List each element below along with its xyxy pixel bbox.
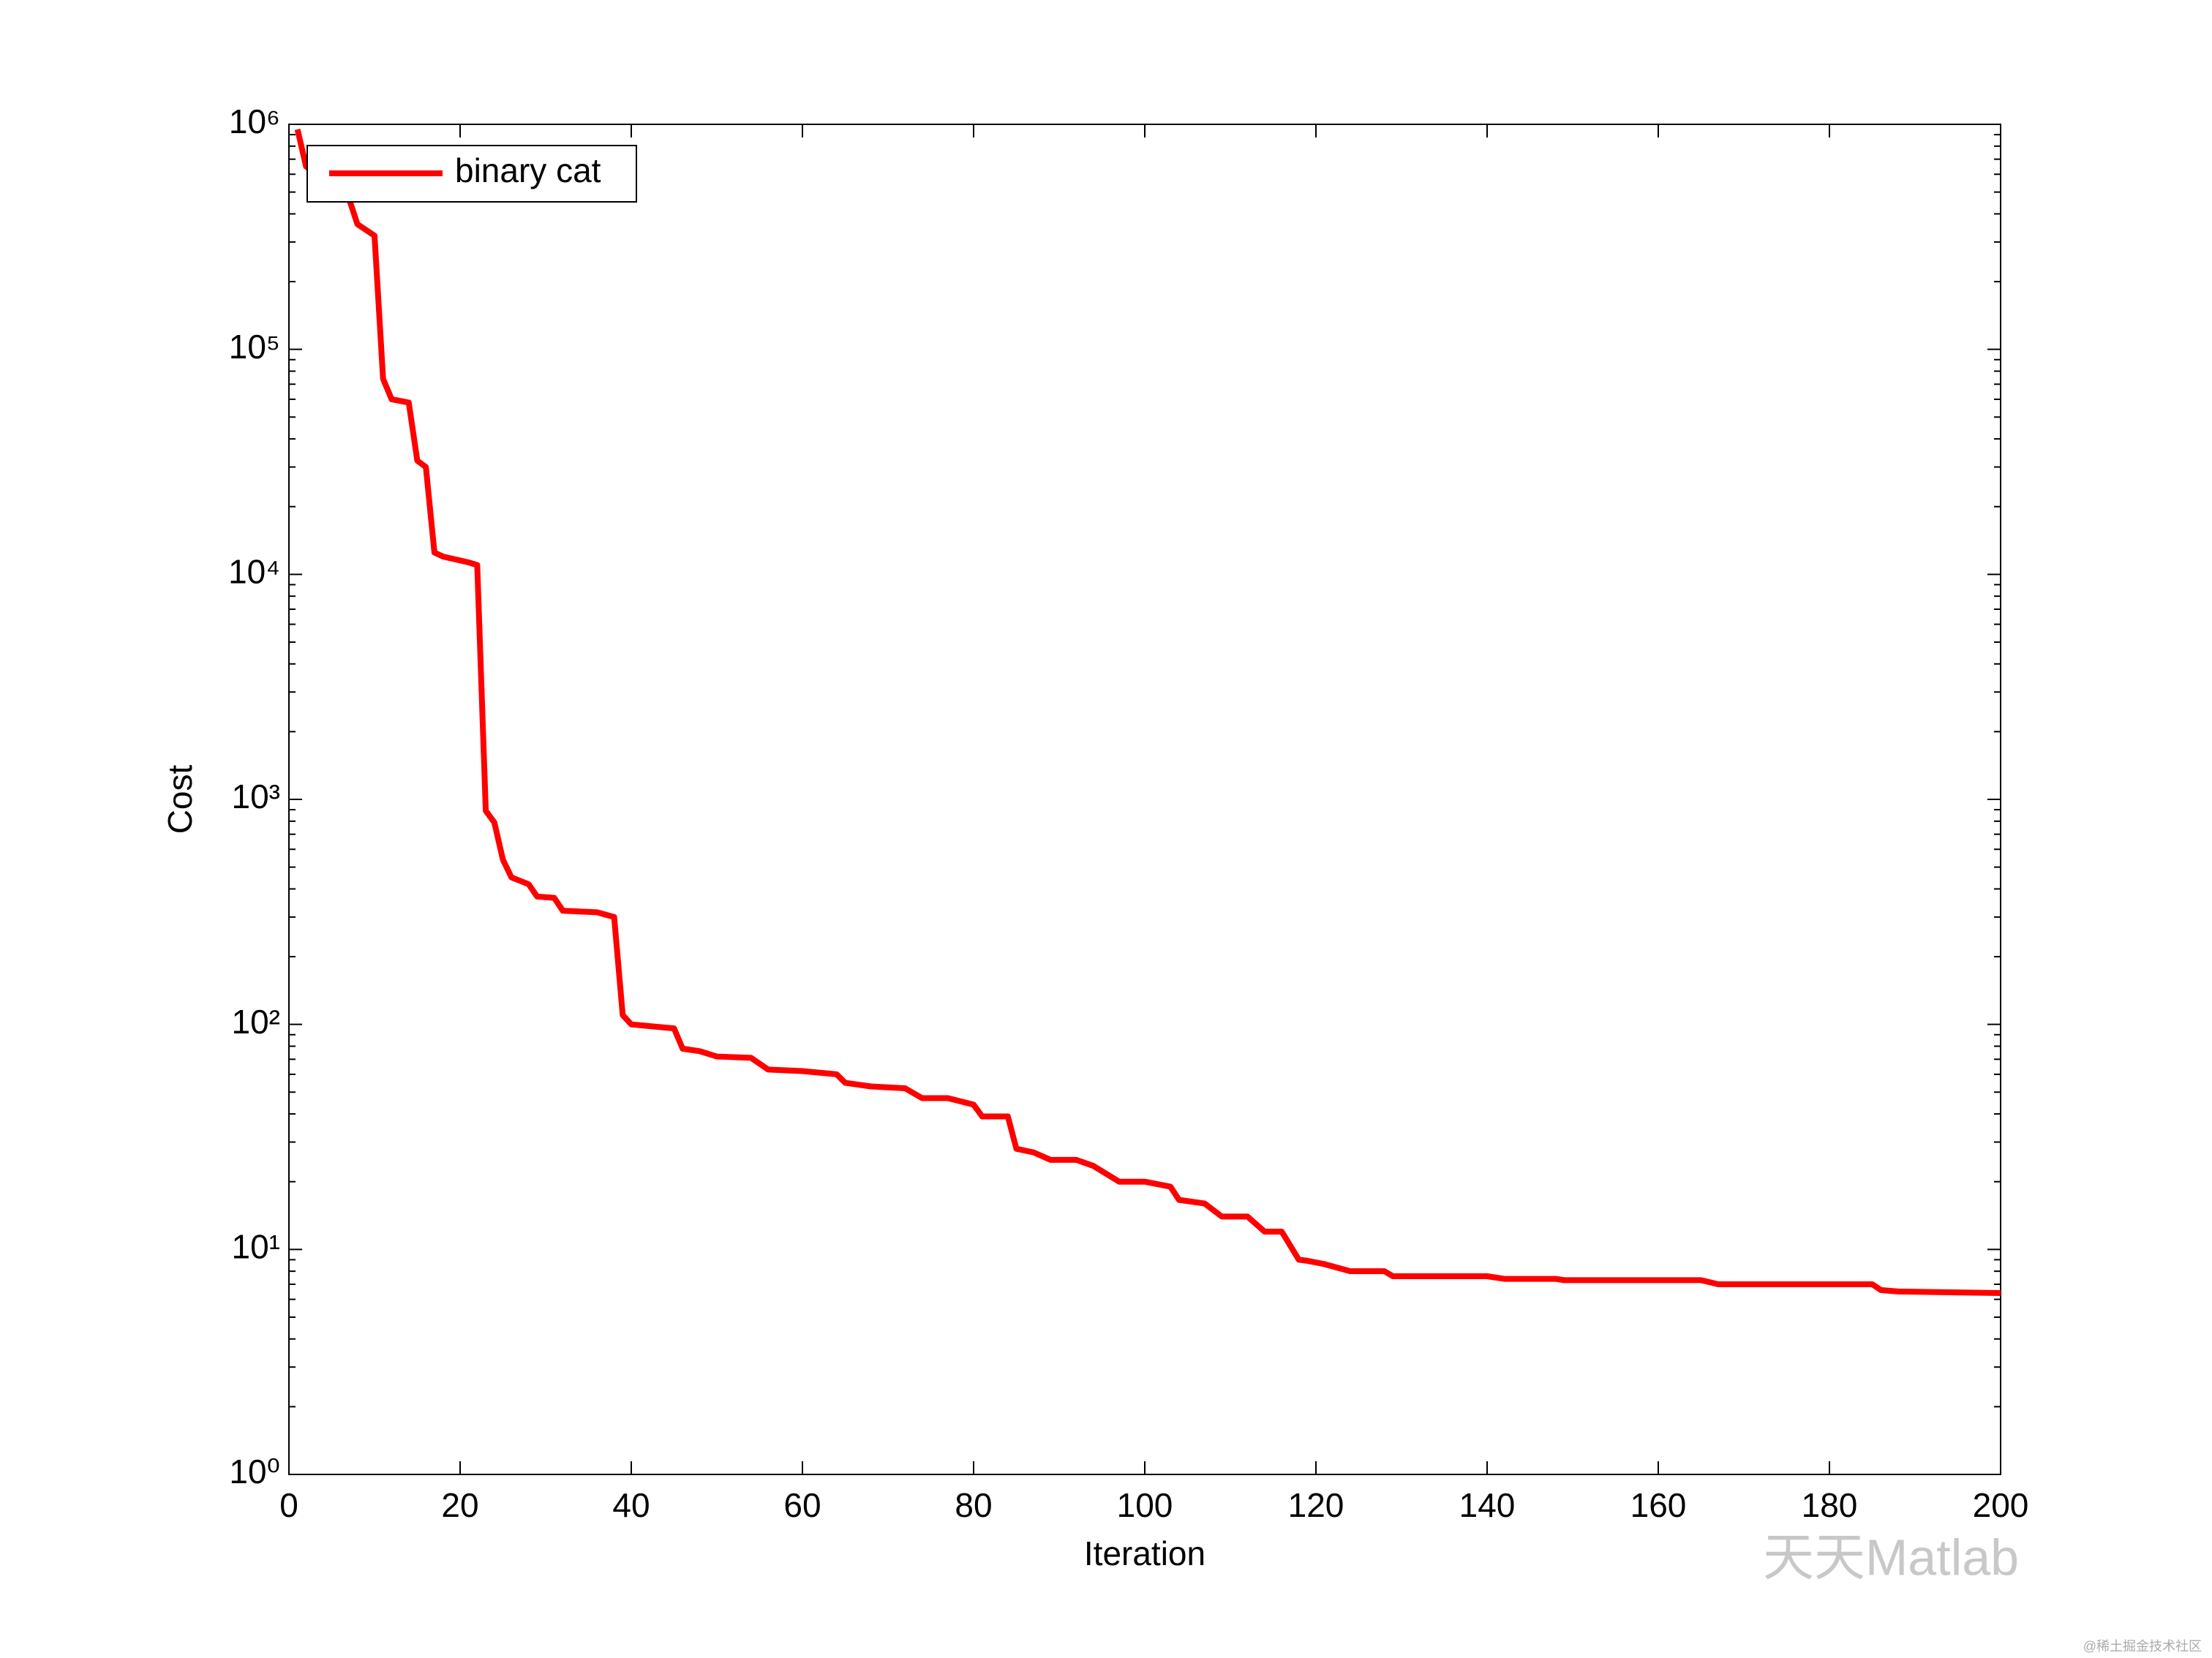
- x-axis-label: Iteration: [1084, 1534, 1205, 1572]
- legend-label: binary cat: [455, 151, 601, 189]
- x-tick-label: 100: [1117, 1486, 1173, 1524]
- x-tick-label: 120: [1288, 1486, 1344, 1524]
- y-tick-label: 10⁶: [229, 102, 280, 140]
- y-tick-label: 10³: [232, 777, 280, 815]
- y-tick-label: 10¹: [232, 1227, 280, 1265]
- plot-frame: [288, 124, 2001, 1475]
- watermark: 天天Matlab: [1763, 1529, 2019, 1586]
- x-tick-label: 180: [1802, 1486, 1858, 1524]
- x-tick-label: 160: [1630, 1486, 1687, 1524]
- y-tick-label: 10²: [232, 1003, 280, 1041]
- source: @稀土掘金技术社区: [2083, 1639, 2202, 1654]
- x-tick-label: 80: [955, 1486, 992, 1524]
- x-tick-label: 20: [441, 1486, 478, 1524]
- x-tick-label: 40: [612, 1486, 650, 1524]
- x-tick-label: 200: [1973, 1486, 2029, 1524]
- x-tick-label: 60: [783, 1486, 821, 1524]
- x-tick-label: 0: [279, 1486, 298, 1524]
- y-tick-label: 10⁴: [228, 552, 280, 590]
- y-tick-label: 10⁵: [229, 328, 280, 366]
- x-tick-label: 140: [1459, 1486, 1516, 1524]
- y-tick-label: 10⁰: [229, 1452, 280, 1491]
- series-line: [294, 128, 2001, 1296]
- y-axis-label: Cost: [161, 764, 199, 834]
